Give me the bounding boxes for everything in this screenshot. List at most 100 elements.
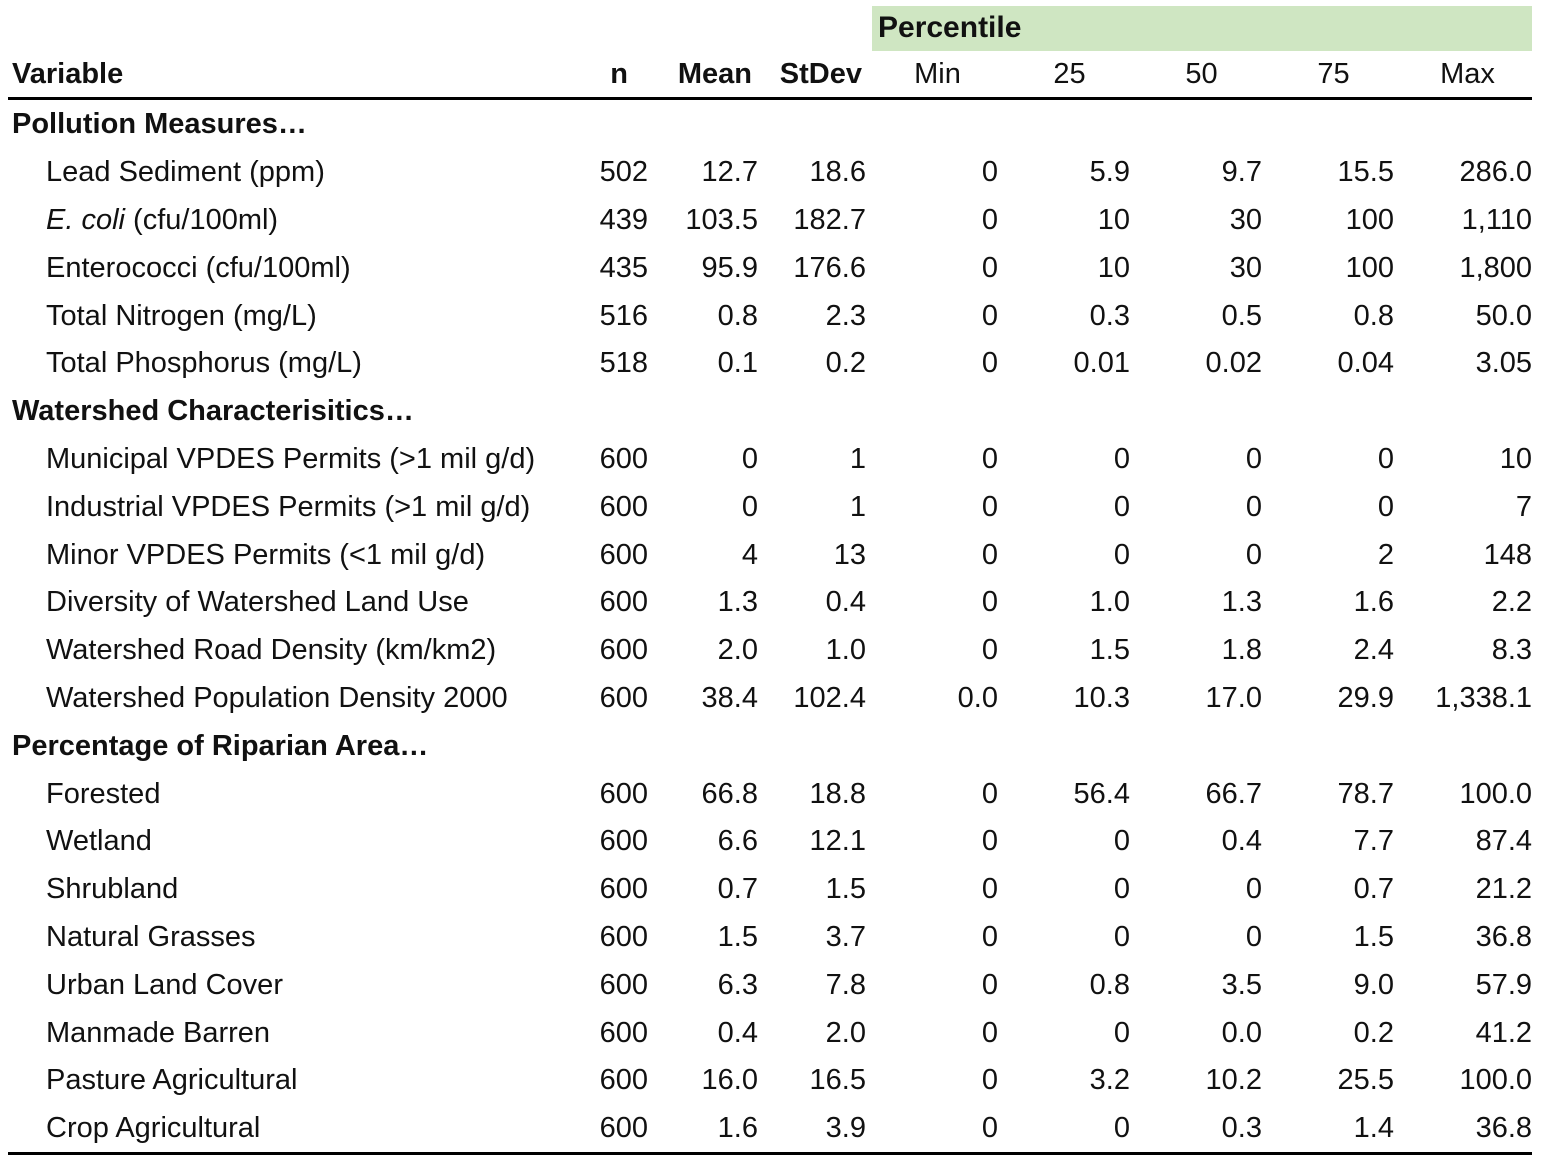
cell-p50: 0 (1245, 442, 1262, 475)
cell-mean: 12.7 (701, 156, 758, 189)
cell-p25: 10 (1097, 251, 1130, 284)
cell-min: 0 (981, 1016, 998, 1049)
variable-label: Manmade Barren (46, 1016, 271, 1049)
table-row: Forested 600 66.8 18.8 0 56.4 66.7 78.7 100.0 (8, 770, 1532, 818)
variable-label: Natural Grasses (46, 920, 256, 953)
percentile-header-label: Percentile (878, 11, 1022, 44)
col-header-mean: Mean (677, 58, 752, 90)
cell-p50: 30 (1229, 203, 1262, 236)
table-row: Natural Grasses 600 1.5 3.7 0 0 0 1.5 36.8 (8, 914, 1532, 962)
section-header-row: Watershed Characterisitics… (8, 388, 1532, 436)
table-row: Wetland 600 6.6 12.1 0 0 0.4 7.7 87.4 (8, 818, 1532, 866)
cell-mean: 0.4 (717, 1016, 758, 1049)
variable-label: Total Phosphorus (mg/L) (46, 347, 362, 380)
col-header-p50: 50 (1185, 58, 1218, 90)
cell-min: 0 (981, 251, 998, 284)
cell-p50: 66.7 (1205, 777, 1262, 810)
cell-max: 148 (1483, 538, 1533, 571)
cell-max: 21.2 (1475, 873, 1533, 906)
variable-label: Diversity of Watershed Land Use (46, 586, 469, 619)
cell-max: 100.0 (1459, 777, 1533, 810)
cell-p75: 7.7 (1353, 825, 1394, 858)
variable-label: Watershed Population Density 2000 (46, 681, 508, 714)
cell-mean: 1.5 (717, 920, 758, 953)
cell-n: 516 (599, 299, 648, 332)
table-row: E. coli (cfu/100ml) 439 103.5 182.7 0 10 30 100… (8, 197, 1532, 245)
cell-p25: 0 (1113, 873, 1130, 906)
cell-p25: 0 (1113, 490, 1130, 523)
cell-stdev: 182.7 (793, 203, 866, 236)
section-header-row: Pollution Measures… (8, 101, 1532, 149)
cell-p25: 0.8 (1089, 968, 1130, 1001)
bottom-rule (8, 1152, 1532, 1155)
table-row: Municipal VPDES Permits (>1 mil g/d) 600 0… (8, 436, 1532, 484)
cell-mean: 0.1 (717, 347, 758, 380)
cell-max: 87.4 (1475, 825, 1533, 858)
cell-stdev: 16.5 (809, 1064, 866, 1097)
cell-p50: 0 (1245, 538, 1262, 571)
cell-stdev: 3.7 (825, 920, 866, 953)
cell-min: 0 (981, 442, 998, 475)
cell-min: 0 (981, 586, 998, 619)
cell-p50: 9.7 (1221, 156, 1262, 189)
cell-min: 0 (981, 299, 998, 332)
cell-stdev: 1.5 (825, 873, 866, 906)
cell-p75: 0.8 (1353, 299, 1394, 332)
cell-min: 0 (981, 538, 998, 571)
cell-stdev: 2.0 (825, 1016, 866, 1049)
table-row: Total Phosphorus (mg/L) 518 0.1 0.2 0 0.01 0.0… (8, 340, 1532, 388)
cell-max: 3.05 (1475, 347, 1533, 380)
cell-p50: 0.0 (1221, 1016, 1262, 1049)
cell-stdev: 2.3 (825, 299, 866, 332)
cell-n: 600 (599, 777, 648, 810)
cell-n: 600 (599, 920, 648, 953)
cell-p50: 0 (1245, 490, 1262, 523)
table-row: Enterococci (cfu/100ml) 435 95.9 176.6 0 10 30… (8, 244, 1532, 292)
cell-max: 41.2 (1475, 1016, 1533, 1049)
cell-stdev: 1.0 (825, 634, 866, 667)
cell-p75: 100 (1345, 251, 1394, 284)
cell-p75: 9.0 (1353, 968, 1394, 1001)
cell-stdev: 102.4 (793, 681, 866, 714)
variable-label: Industrial VPDES Permits (>1 mil g/d) (46, 490, 531, 523)
cell-p25: 10.3 (1073, 681, 1130, 714)
cell-p25: 1.5 (1089, 634, 1130, 667)
cell-stdev: 7.8 (825, 968, 866, 1001)
cell-max: 7 (1515, 490, 1533, 523)
cell-n: 600 (599, 442, 648, 475)
cell-stdev: 18.6 (809, 156, 866, 189)
cell-mean: 6.6 (717, 825, 758, 858)
cell-max: 10 (1499, 442, 1533, 475)
table-row: Pasture Agricultural 600 16.0 16.5 0 3.2 10.2 2… (8, 1057, 1532, 1105)
variable-label: Enterococci (cfu/100ml) (46, 251, 351, 284)
variable-label: Lead Sediment (ppm) (46, 156, 325, 189)
cell-p75: 25.5 (1337, 1064, 1394, 1097)
cell-p25: 0 (1113, 538, 1130, 571)
cell-min: 0 (981, 634, 998, 667)
cell-stdev: 13 (833, 538, 866, 571)
cell-p25: 0.01 (1073, 347, 1130, 380)
cell-p50: 17.0 (1205, 681, 1262, 714)
cell-n: 600 (599, 1112, 648, 1145)
cell-p50: 0.02 (1205, 347, 1262, 380)
cell-mean: 1.3 (717, 586, 758, 619)
cell-p75: 100 (1345, 203, 1394, 236)
variable-label-rest: (cfu/100ml) (124, 203, 279, 236)
table-row: Industrial VPDES Permits (>1 mil g/d) 600… (8, 483, 1532, 531)
cell-p25: 0 (1113, 442, 1130, 475)
cell-stdev: 176.6 (793, 251, 866, 284)
col-header-p75: 75 (1317, 58, 1350, 90)
cell-min: 0 (981, 920, 998, 953)
cell-mean: 95.9 (701, 251, 758, 284)
cell-p50: 1.3 (1221, 586, 1262, 619)
cell-mean: 1.6 (717, 1112, 758, 1145)
cell-p25: 1.0 (1089, 586, 1130, 619)
cell-p75: 0 (1377, 442, 1394, 475)
cell-p25: 0 (1113, 825, 1130, 858)
cell-p75: 2.4 (1353, 634, 1394, 667)
cell-mean: 6.3 (717, 968, 758, 1001)
cell-p50: 30 (1229, 251, 1262, 284)
cell-p75: 2 (1377, 538, 1394, 571)
cell-stdev: 18.8 (809, 777, 866, 810)
section-header-row: Percentage of Riparian Area… (8, 722, 1532, 770)
